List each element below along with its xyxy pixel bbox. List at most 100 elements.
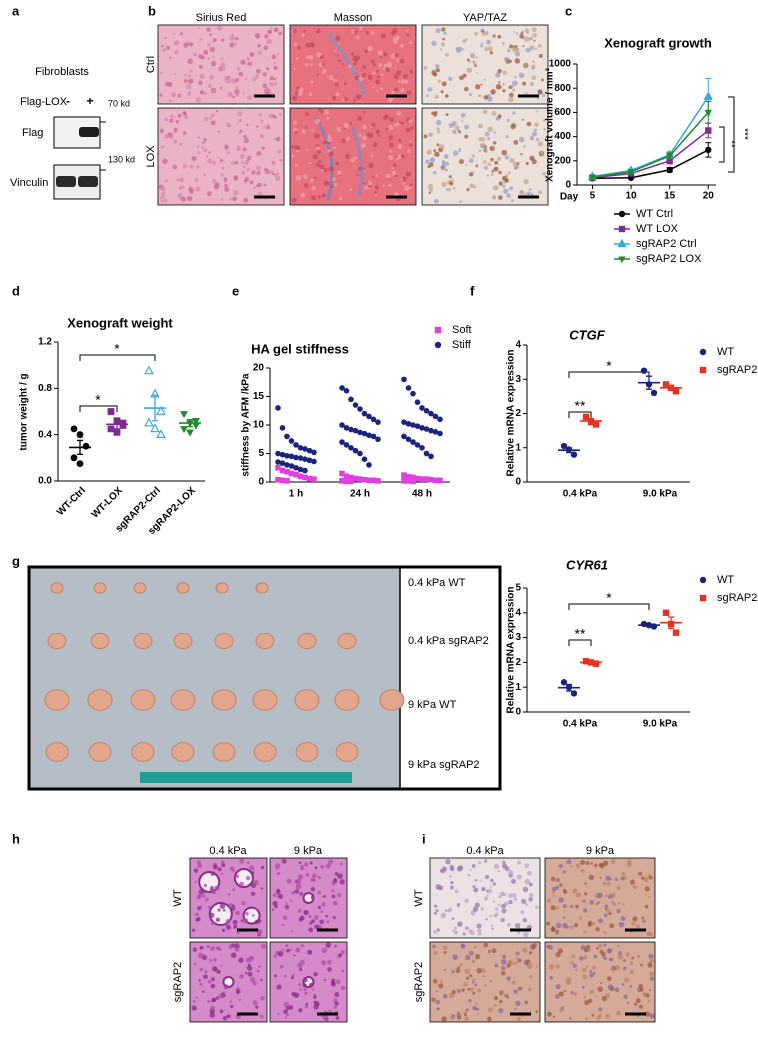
blot-band: [78, 176, 98, 187]
tissue-cell: [546, 944, 550, 949]
tissue-cell: [258, 965, 261, 968]
data-point: [288, 438, 295, 444]
tissue-cell: [626, 1002, 629, 1005]
tissue-cell: [597, 901, 600, 904]
tissue-cell: [353, 62, 357, 66]
tissue-cell: [509, 92, 514, 98]
tissue-cell: [504, 56, 509, 62]
photo-row-label: 9 kPa WT: [408, 699, 457, 711]
tissue-cell: [291, 930, 294, 933]
tissue-cell: [489, 51, 493, 55]
tissue-cell: [195, 165, 200, 169]
tissue-cell: [623, 959, 626, 962]
tissue-cell: [326, 136, 333, 143]
data-point: [288, 463, 295, 469]
legend-label: sgRAP2 LOX: [636, 253, 702, 265]
tissue-cell: [250, 977, 255, 983]
tissue-cell: [465, 927, 468, 930]
tissue-cell: [354, 55, 361, 61]
tissue-cell: [502, 184, 506, 188]
tissue-cell: [313, 995, 317, 999]
tissue-cell: [648, 875, 653, 880]
tissue-cell: [251, 76, 257, 82]
significance-bracket: [719, 126, 725, 163]
tissue-cell: [583, 908, 588, 913]
tissue-cell: [260, 995, 265, 1001]
tissue-cell: [566, 859, 572, 865]
tissue-cell: [602, 881, 607, 886]
tissue-cell: [457, 921, 463, 927]
tissue-cell: [339, 879, 345, 885]
data-point: [343, 442, 350, 448]
tissue-cell: [344, 97, 349, 101]
x-tick-label: 10: [625, 191, 637, 202]
tissue-cell: [173, 72, 177, 75]
tissue-cell: [372, 86, 375, 89]
tissue-cell: [273, 954, 278, 959]
tissue-cell: [375, 174, 379, 177]
tissue-cell: [337, 873, 343, 879]
tissue-cell: [281, 923, 285, 927]
tissue-cell: [506, 963, 511, 968]
row-label: WT: [172, 889, 184, 906]
data-point: [156, 406, 166, 415]
legend-label: WT LOX: [636, 223, 679, 235]
tissue-cell: [531, 131, 538, 137]
tissue-cell: [319, 164, 325, 170]
tissue-cell: [224, 145, 229, 150]
y-tick-label: 1: [515, 682, 521, 693]
tissue-cell: [562, 870, 567, 874]
tissue-cell: [502, 70, 508, 75]
tissue-cell: [511, 199, 514, 203]
tissue-cell: [182, 131, 187, 135]
tissue-cell: [498, 195, 503, 200]
tissue-cell: [335, 979, 341, 985]
data-point: [419, 425, 425, 431]
tissue-cell: [534, 128, 537, 132]
tissue-cell: [259, 133, 265, 139]
blot-band: [79, 127, 99, 137]
data-point: [432, 477, 439, 484]
tissue-cell: [247, 971, 253, 977]
data-point: [370, 416, 377, 423]
tissue-cell: [371, 122, 376, 128]
tissue-cell: [272, 172, 275, 176]
tissue-cell: [166, 45, 171, 50]
tissue-cell: [350, 52, 355, 56]
panel-letter: e: [232, 283, 239, 298]
tissue-cell: [392, 52, 396, 56]
tissue-cell: [396, 70, 402, 76]
tissue-cell: [224, 183, 228, 188]
tissue-cell: [525, 47, 531, 53]
tissue-cell: [204, 970, 208, 974]
data-point: [370, 477, 377, 484]
tissue-cell: [469, 974, 473, 978]
tissue-cell: [469, 868, 472, 871]
tissue-cell: [244, 160, 249, 165]
data-point: [156, 429, 166, 438]
tissue-cell: [371, 175, 374, 178]
error-bar: [152, 394, 158, 422]
error-bar: [646, 623, 652, 627]
tissue-cell: [458, 130, 462, 134]
tissue-cell: [511, 88, 516, 92]
tissue-cell: [435, 28, 441, 34]
tissue-cell: [217, 130, 220, 133]
tissue-cell: [606, 881, 611, 886]
tissue-cell: [575, 968, 578, 972]
tissue-cell: [429, 157, 436, 163]
column-label: YAP/TAZ: [463, 12, 507, 24]
tissue-cell: [572, 963, 577, 968]
tissue-cell: [260, 887, 264, 890]
panel-letter: h: [12, 831, 20, 846]
tissue-cell: [517, 930, 521, 935]
tissue-cell: [578, 916, 583, 920]
tissue-cell: [271, 908, 275, 911]
tissue-cell: [266, 125, 271, 130]
data-point: [348, 426, 354, 433]
tissue-cell: [310, 887, 316, 892]
tissue-cell: [623, 994, 628, 999]
tissue-cell: [582, 974, 588, 980]
tissue-cell: [607, 894, 613, 900]
tissue-cell: [493, 995, 499, 1001]
